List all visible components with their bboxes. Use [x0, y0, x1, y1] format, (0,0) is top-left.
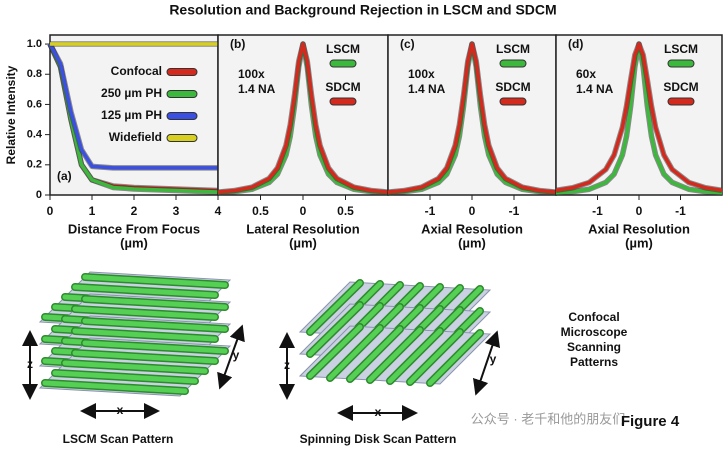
series-line: [217, 42, 389, 194]
legend-label: LSCM: [326, 42, 360, 56]
x-axis-label: Axial Resolution: [588, 221, 690, 236]
annotation: 100x: [238, 67, 265, 81]
legend-swatch: [329, 59, 357, 68]
legend-swatch: [166, 134, 198, 142]
legend-label: SDCM: [325, 80, 360, 94]
x-axis-label: Lateral Resolution: [246, 221, 359, 236]
axis-label: y: [490, 352, 497, 366]
plot-area: [387, 34, 557, 196]
x-tick-label: -1: [592, 204, 603, 218]
panel-label: (b): [230, 37, 245, 51]
y-tick-label: 0.8: [27, 68, 42, 80]
plot-area: [555, 34, 723, 196]
side-text: Scanning: [567, 340, 621, 354]
figure-title: Resolution and Background Rejection in L…: [169, 2, 556, 18]
legend-swatch: [329, 97, 357, 106]
series-line: [387, 42, 557, 194]
x-tick-label: -1: [425, 204, 436, 218]
legend-swatch: [166, 112, 198, 120]
x-tick-label: 0.5: [252, 204, 269, 218]
legend-label: SDCM: [495, 80, 530, 94]
legend-swatch: [667, 97, 695, 106]
side-text: Microscope: [561, 325, 628, 339]
x-tick-label: 1: [89, 204, 96, 218]
series-line: [48, 43, 218, 170]
x-tick-label: 4: [215, 204, 222, 218]
lscm-illustration: [22, 272, 245, 419]
legend-label: SDCM: [663, 80, 698, 94]
caption: LSCM Scan Pattern: [63, 432, 174, 446]
x-tick-label: 3: [173, 204, 180, 218]
legend-label: LSCM: [496, 42, 530, 56]
y-tick-label: 0: [36, 189, 42, 201]
x-axis-label: (µm): [625, 235, 653, 250]
x-tick-label: 0: [300, 204, 307, 218]
figure-label: Figure 4: [621, 413, 680, 430]
series-line: [555, 42, 723, 193]
y-axis-label: Relative Intensity: [4, 65, 18, 164]
x-tick-label: 0.5: [337, 204, 354, 218]
x-axis-label: (µm): [120, 235, 148, 250]
panel-label: (c): [400, 37, 415, 51]
legend-label: Widefield: [109, 130, 162, 144]
annotation: 1.4 NA: [238, 82, 276, 96]
y-tick-label: 0.4: [27, 129, 43, 141]
axis-label: z: [27, 357, 33, 371]
legend-label: LSCM: [664, 42, 698, 56]
legend-swatch: [667, 59, 695, 68]
side-text: Patterns: [570, 355, 618, 369]
y-tick-label: 0.6: [27, 98, 42, 110]
annotation: 1.4 NA: [576, 82, 614, 96]
y-tick-label: 0.2: [27, 159, 42, 171]
legend-label: 125 µm PH: [101, 108, 162, 122]
axis-label: z: [284, 358, 290, 372]
caption: Spinning Disk Scan Pattern: [300, 432, 457, 446]
plot-area: [217, 34, 389, 196]
annotation: 60x: [576, 67, 596, 81]
sdcm-illustration: [279, 282, 500, 421]
legend-swatch: [499, 97, 527, 106]
annotation: 1.4 NA: [408, 82, 446, 96]
y-tick-label: 1.0: [27, 38, 42, 50]
x-tick-label: -1: [509, 204, 520, 218]
legend-swatch: [166, 68, 198, 76]
x-tick-label: -1: [675, 204, 686, 218]
x-tick-label: 0: [469, 204, 476, 218]
legend-swatch: [166, 90, 198, 98]
x-tick-label: 0: [636, 204, 643, 218]
annotation: 100x: [408, 67, 435, 81]
legend-label: Confocal: [111, 64, 162, 78]
x-axis-label: Axial Resolution: [421, 221, 523, 236]
x-axis-label: (µm): [289, 235, 317, 250]
axis-label: x: [375, 405, 382, 419]
x-axis-label: (µm): [458, 235, 486, 250]
panel-label: (d): [568, 37, 583, 51]
axis-label: y: [233, 348, 240, 362]
x-tick-label: 2: [131, 204, 138, 218]
legend-label: 250 µm PH: [101, 86, 162, 100]
legend-swatch: [499, 59, 527, 68]
side-text: Confocal: [568, 310, 619, 324]
x-tick-label: 0: [47, 204, 54, 218]
axis-label: x: [117, 403, 124, 417]
panel-label: (a): [57, 169, 72, 183]
watermark: 公众号 · 老千和他的朋友们: [471, 411, 626, 426]
x-axis-label: Distance From Focus: [68, 221, 200, 236]
